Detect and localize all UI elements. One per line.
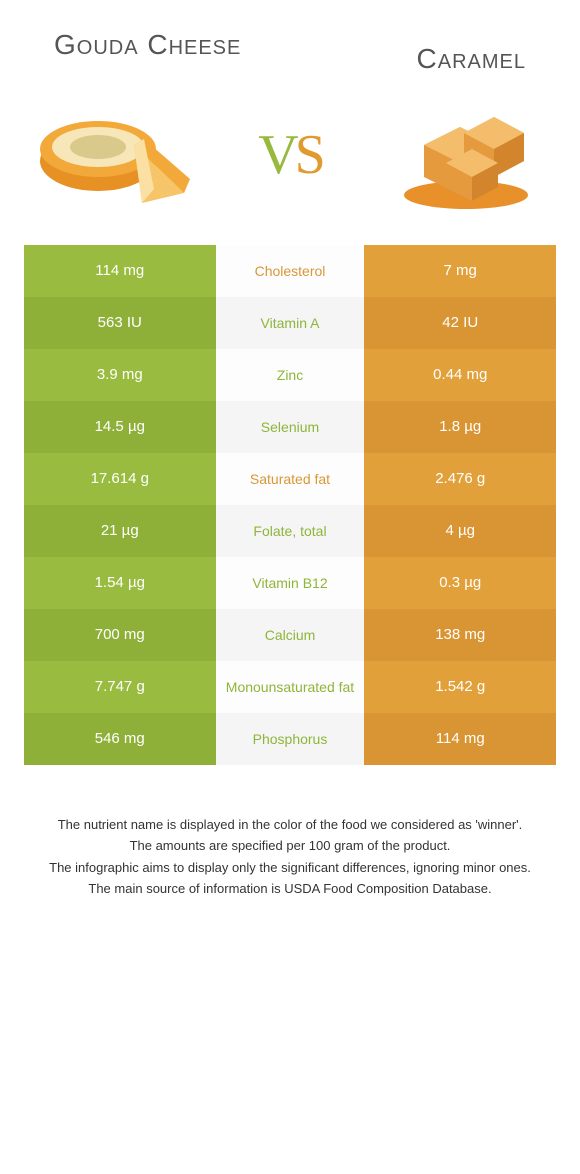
nutrient-label: Vitamin B12	[216, 557, 365, 609]
table-row: 17.614 gSaturated fat2.476 g	[24, 453, 556, 505]
left-value: 114 mg	[24, 245, 216, 297]
nutrient-label: Saturated fat	[216, 453, 365, 505]
table-row: 114 mgCholesterol7 mg	[24, 245, 556, 297]
footer-notes: The nutrient name is displayed in the co…	[24, 815, 556, 899]
table-row: 700 mgCalcium138 mg	[24, 609, 556, 661]
right-value: 1.8 µg	[364, 401, 556, 453]
nutrient-label: Phosphorus	[216, 713, 365, 765]
title-row: Gouda Cheese Caramel	[24, 20, 556, 95]
left-value: 1.54 µg	[24, 557, 216, 609]
table-row: 7.747 gMonounsaturated fat1.542 g	[24, 661, 556, 713]
vs-label: VS	[258, 123, 322, 187]
right-value: 0.3 µg	[364, 557, 556, 609]
nutrient-label: Monounsaturated fat	[216, 661, 365, 713]
right-value: 1.542 g	[364, 661, 556, 713]
left-value: 563 IU	[24, 297, 216, 349]
nutrient-label: Cholesterol	[216, 245, 365, 297]
right-value: 42 IU	[364, 297, 556, 349]
left-value: 546 mg	[24, 713, 216, 765]
right-value: 0.44 mg	[364, 349, 556, 401]
table-row: 21 µgFolate, total4 µg	[24, 505, 556, 557]
left-value: 14.5 µg	[24, 401, 216, 453]
caramel-image	[386, 95, 546, 215]
left-value: 7.747 g	[24, 661, 216, 713]
right-value: 2.476 g	[364, 453, 556, 505]
nutrient-label: Folate, total	[216, 505, 365, 557]
nutrient-label: Selenium	[216, 401, 365, 453]
left-value: 3.9 mg	[24, 349, 216, 401]
right-value: 7 mg	[364, 245, 556, 297]
table-row: 3.9 mgZinc0.44 mg	[24, 349, 556, 401]
right-value: 138 mg	[364, 609, 556, 661]
title-text: Caramel	[417, 43, 526, 74]
comparison-infographic: Gouda Cheese Caramel VS	[0, 0, 580, 899]
nutrient-label: Calcium	[216, 609, 365, 661]
left-value: 700 mg	[24, 609, 216, 661]
note-line: The main source of information is USDA F…	[28, 879, 552, 899]
nutrient-label: Zinc	[216, 349, 365, 401]
hero-row: VS	[24, 95, 556, 245]
title-text: Gouda Cheese	[54, 29, 241, 60]
table-row: 14.5 µgSelenium1.8 µg	[24, 401, 556, 453]
comparison-table: 114 mgCholesterol7 mg563 IUVitamin A42 I…	[24, 245, 556, 765]
note-line: The amounts are specified per 100 gram o…	[28, 836, 552, 856]
table-row: 1.54 µgVitamin B120.3 µg	[24, 557, 556, 609]
note-line: The nutrient name is displayed in the co…	[28, 815, 552, 835]
left-food-title: Gouda Cheese	[54, 30, 241, 75]
left-value: 17.614 g	[24, 453, 216, 505]
right-value: 4 µg	[364, 505, 556, 557]
table-row: 546 mgPhosphorus114 mg	[24, 713, 556, 765]
table-row: 563 IUVitamin A42 IU	[24, 297, 556, 349]
left-value: 21 µg	[24, 505, 216, 557]
note-line: The infographic aims to display only the…	[28, 858, 552, 878]
nutrient-label: Vitamin A	[216, 297, 365, 349]
vs-v: V	[258, 124, 294, 186]
right-food-title: Caramel	[417, 30, 526, 75]
gouda-image	[34, 95, 194, 215]
right-value: 114 mg	[364, 713, 556, 765]
vs-s: S	[295, 124, 322, 186]
